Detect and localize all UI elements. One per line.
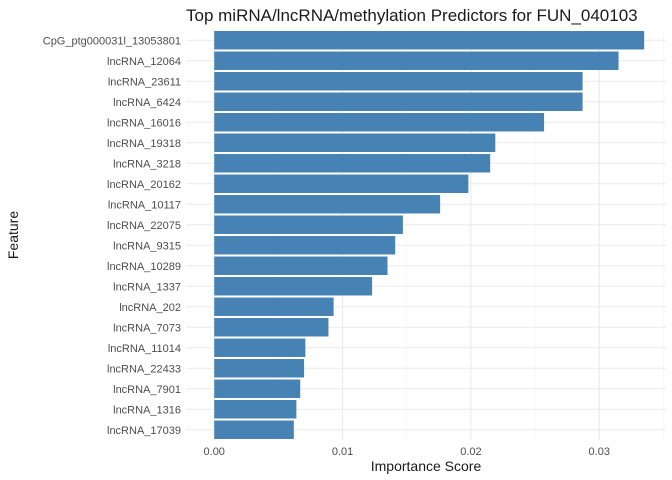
y-tick-label: lncRNA_3218 bbox=[113, 158, 181, 170]
bar bbox=[214, 195, 441, 214]
y-tick-label: lncRNA_19318 bbox=[107, 138, 181, 150]
bar bbox=[214, 379, 301, 398]
bar bbox=[214, 215, 403, 234]
bar bbox=[214, 51, 619, 70]
x-axis-title: Importance Score bbox=[371, 458, 482, 474]
y-tick-label: lncRNA_12064 bbox=[107, 56, 181, 68]
y-tick-label: lncRNA_23611 bbox=[108, 76, 181, 88]
bar bbox=[214, 174, 469, 193]
bar bbox=[214, 338, 306, 357]
y-tick-label: lncRNA_20162 bbox=[107, 179, 181, 191]
bars bbox=[214, 31, 645, 439]
bar bbox=[214, 236, 396, 255]
y-tick-label: lncRNA_17039 bbox=[107, 425, 181, 437]
bar bbox=[214, 256, 388, 275]
bar bbox=[214, 72, 583, 91]
y-tick-label: lncRNA_7073 bbox=[113, 322, 181, 334]
x-tick-label: 0.01 bbox=[332, 446, 353, 458]
y-tick-label: lncRNA_6424 bbox=[113, 97, 181, 109]
y-tick-label: lncRNA_10117 bbox=[108, 199, 181, 211]
y-tick-label: lncRNA_202 bbox=[119, 302, 181, 314]
y-axis-title: Feature bbox=[5, 211, 21, 259]
bar bbox=[214, 420, 294, 439]
bar bbox=[214, 400, 297, 419]
x-tick-labels: 0.00 0.01 0.02 0.03 bbox=[204, 446, 610, 458]
y-tick-labels: CpG_ptg000031l_13053801 lncRNA_12064 lncRN… bbox=[43, 35, 181, 437]
y-tick-label: lncRNA_10289 bbox=[107, 261, 181, 273]
bar bbox=[214, 31, 645, 50]
y-tick-label: lncRNA_1337 bbox=[113, 281, 181, 293]
bar bbox=[214, 297, 334, 316]
x-tick-label: 0.00 bbox=[204, 446, 225, 458]
y-tick-label: lncRNA_1316 bbox=[113, 404, 181, 416]
x-tick-label: 0.03 bbox=[589, 446, 610, 458]
y-tick-label: lncRNA_9315 bbox=[113, 240, 181, 252]
bar bbox=[214, 277, 373, 296]
bar bbox=[214, 113, 545, 132]
y-tick-label: lncRNA_22433 bbox=[107, 363, 181, 375]
bar bbox=[214, 318, 329, 337]
bar bbox=[214, 359, 305, 378]
y-tick-label: lncRNA_16016 bbox=[107, 117, 181, 129]
y-tick-label: lncRNA_11014 bbox=[108, 343, 181, 355]
bar bbox=[214, 92, 583, 111]
y-tick-label: lncRNA_22075 bbox=[107, 220, 181, 232]
gridlines bbox=[186, 30, 666, 440]
chart-title: Top miRNA/lncRNA/methylation Predictors … bbox=[186, 6, 638, 25]
bar bbox=[214, 133, 496, 152]
y-tick-label: lncRNA_7901 bbox=[113, 384, 181, 396]
bar bbox=[214, 154, 491, 173]
y-tick-label: CpG_ptg000031l_13053801 bbox=[43, 35, 181, 47]
x-tick-label: 0.02 bbox=[460, 446, 481, 458]
